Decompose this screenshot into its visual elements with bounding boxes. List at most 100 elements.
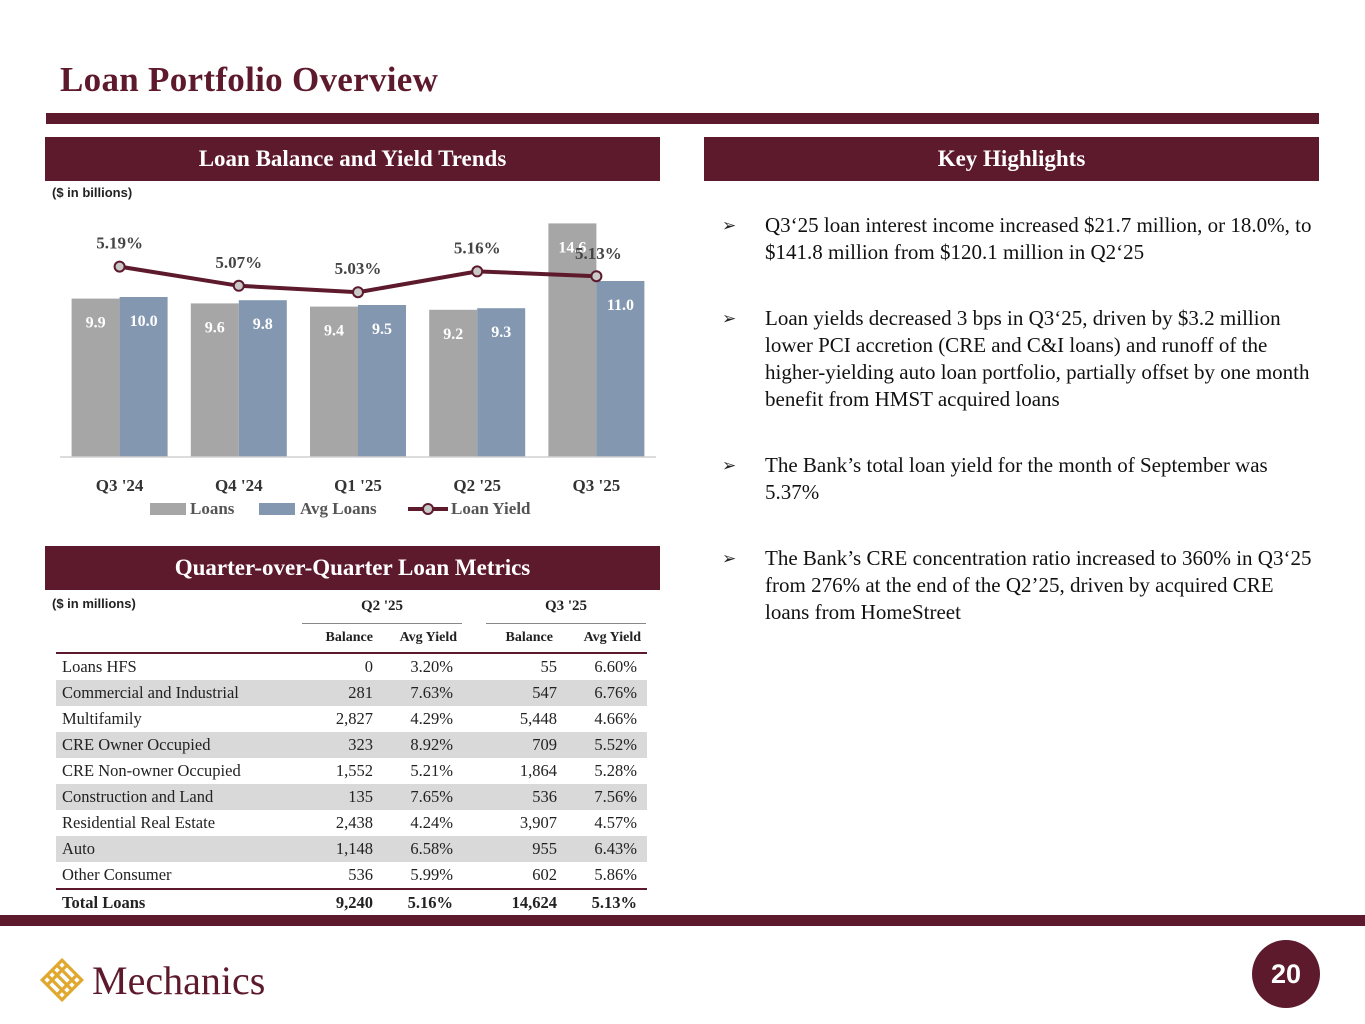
q2-yield: 7.65% — [410, 787, 453, 806]
metrics-section-header: Quarter-over-Quarter Loan Metrics — [45, 546, 660, 590]
loan-yield-point — [352, 286, 364, 299]
highlight-text: The Bank’s total loan yield for the mont… — [765, 453, 1268, 504]
q3-balance: 955 — [532, 839, 557, 858]
q2-yield: 5.21% — [410, 761, 453, 780]
q3-yield: 7.56% — [594, 787, 637, 806]
avg-loans-bar-label: 9.5 — [372, 321, 392, 338]
q3-yield: 6.76% — [594, 683, 637, 702]
q3-yield: 6.60% — [594, 657, 637, 676]
x-tick-label: Q1 '25 — [334, 476, 382, 495]
avg-loans-bar — [596, 281, 645, 457]
q2-yield: 8.92% — [410, 735, 453, 754]
table-row: CRE Non-owner Occupied 1,552 5.21% 1,864 5.2… — [56, 758, 647, 784]
q3-yield: 5.86% — [594, 865, 637, 884]
q3-yield: 5.52% — [594, 735, 637, 754]
mechanics-logo-icon — [40, 958, 84, 1002]
q2-balance: 323 — [348, 735, 373, 754]
row-label: CRE Non-owner Occupied — [62, 761, 241, 780]
bullet-arrow-icon: ➢ — [722, 216, 737, 235]
loan-balance-yield-chart: 9.9 10.0 Q3 '24 9.6 9.8 Q4 '24 9.4 9.5 Q1 '25 9.2… — [60, 223, 656, 518]
table-row: Construction and Land 135 7.65% 536 7.56% — [56, 784, 647, 810]
chart-unit-note: ($ in billions) — [52, 185, 133, 200]
loans-bar — [548, 223, 597, 457]
loans-bar — [429, 309, 478, 457]
column-header: Balance — [505, 630, 553, 645]
table-row: Other Consumer 536 5.99% 602 5.86% — [56, 862, 647, 888]
highlights-section-header: Key Highlights — [704, 137, 1319, 181]
q2-balance: 2,827 — [335, 709, 373, 728]
loans-bar — [310, 306, 358, 457]
highlights-list: ➢ Q3‘25 loan interest income increased $2… — [722, 212, 1322, 665]
q2-balance: 281 — [348, 683, 373, 702]
table-group-header: Q2 '25 Q3 '25 — [56, 596, 647, 626]
highlight-item: ➢ Q3‘25 loan interest income increased $2… — [722, 212, 1322, 266]
x-tick-label: Q2 '25 — [453, 476, 501, 495]
q2-yield: 4.29% — [410, 709, 453, 728]
avg-loans-bar-label: 9.8 — [253, 316, 273, 333]
q2-balance: 135 — [348, 787, 373, 806]
q2-yield: 6.58% — [410, 839, 453, 858]
column-header: Avg Yield — [399, 630, 457, 645]
q3-balance: 536 — [532, 787, 557, 806]
q2-balance: 1,148 — [335, 839, 373, 858]
q2-balance: 0 — [364, 657, 373, 676]
legend-loans-label: Loans — [190, 499, 235, 518]
mechanics-logo-text: Mechanics — [92, 958, 266, 1003]
highlight-item: ➢ The Bank’s total loan yield for the mon… — [722, 452, 1322, 506]
loan-yield-point — [113, 260, 126, 273]
group-underline — [302, 623, 462, 624]
table-column-header: Balance Avg Yield Balance Avg Yield — [56, 626, 647, 654]
table-row: Commercial and Industrial 281 7.63% 547 6.76… — [56, 680, 647, 706]
loan-yield-label: 5.03% — [335, 259, 382, 278]
total-q2-balance: 9,240 — [335, 893, 373, 912]
legend-loans-swatch — [150, 503, 186, 515]
loan-yield-point — [590, 270, 603, 283]
total-label: Total Loans — [62, 893, 146, 912]
q3-balance: 5,448 — [519, 709, 557, 728]
highlight-item: ➢ Loan yields decreased 3 bps in Q3‘25, d… — [722, 305, 1322, 413]
bullet-arrow-icon: ➢ — [722, 456, 737, 475]
loan-yield-point — [232, 279, 245, 292]
loans-bar-label: 9.4 — [324, 323, 344, 340]
metrics-unit-note: ($ in millions) — [52, 596, 136, 611]
row-label: Other Consumer — [62, 865, 172, 884]
loan-yield-point — [471, 265, 484, 278]
q3-balance: 3,907 — [519, 813, 557, 832]
group-underline — [486, 623, 646, 624]
group-label-q2: Q2 '25 — [360, 598, 404, 614]
chart-section-header: Loan Balance and Yield Trends — [45, 137, 660, 181]
legend-avg-loans-swatch — [259, 503, 295, 515]
x-tick-label: Q3 '25 — [573, 476, 621, 495]
table-body: Loans HFS 0 3.20% 55 6.60% Commercial and Ind… — [56, 654, 647, 888]
q3-yield: 4.57% — [594, 813, 637, 832]
x-tick-label: Q3 '24 — [96, 476, 144, 495]
title-divider — [46, 113, 1319, 124]
row-label: Residential Real Estate — [62, 813, 216, 832]
q2-yield: 3.20% — [410, 657, 453, 676]
loans-bar — [71, 298, 120, 457]
q2-balance: 536 — [348, 865, 373, 884]
loan-yield-label: 5.19% — [96, 234, 143, 253]
q3-yield: 5.28% — [594, 761, 637, 780]
table-row: Multifamily 2,827 4.29% 5,448 4.66% — [56, 706, 647, 732]
legend-yield-marker — [422, 503, 434, 515]
row-label: CRE Owner Occupied — [62, 735, 211, 754]
avg-loans-bar — [238, 300, 287, 457]
avg-loans-bar — [358, 305, 406, 457]
table-row: Auto 1,148 6.58% 955 6.43% — [56, 836, 647, 862]
loan-yield-label: 5.07% — [215, 253, 262, 272]
q2-yield: 4.24% — [410, 813, 453, 832]
table-row: Loans HFS 0 3.20% 55 6.60% — [56, 654, 647, 680]
row-label: Loans HFS — [62, 657, 137, 676]
x-tick-label: Q4 '24 — [215, 476, 263, 495]
page-number: 20 — [1252, 940, 1320, 1008]
loans-bar — [190, 303, 239, 457]
table-row: Residential Real Estate 2,438 4.24% 3,907 4.… — [56, 810, 647, 836]
row-label: Commercial and Industrial — [62, 683, 239, 702]
table-total-row: Total Loans 9,240 5.16% 14,624 5.13% — [56, 888, 647, 916]
bullet-arrow-icon: ➢ — [722, 309, 737, 328]
highlight-text: The Bank’s CRE concentration ratio incre… — [765, 546, 1312, 624]
q3-balance: 1,864 — [519, 761, 557, 780]
loans-bar-label: 9.2 — [443, 326, 463, 343]
row-label: Auto — [62, 839, 95, 858]
